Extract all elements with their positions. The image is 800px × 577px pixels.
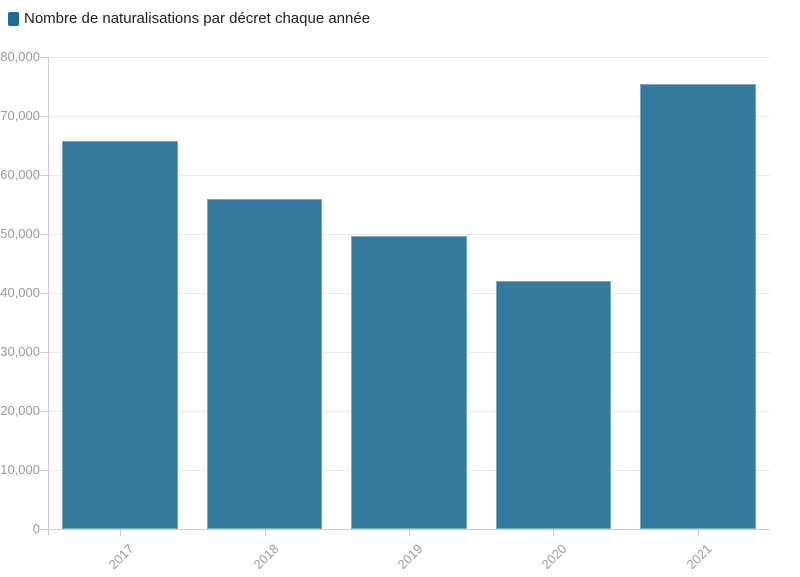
x-axis-tick xyxy=(697,529,699,536)
y-axis-tick-label: 40,000 xyxy=(0,285,40,300)
bar-2019[interactable] xyxy=(351,235,467,529)
y-axis-tick-label: 80,000 xyxy=(0,49,40,64)
gridline xyxy=(48,116,770,117)
y-axis-tick xyxy=(41,411,48,412)
x-axis-tick-label-2018: 2018 xyxy=(250,541,282,573)
y-axis-tick xyxy=(41,175,48,176)
y-axis-tick-label: 50,000 xyxy=(0,226,40,241)
x-axis-tick xyxy=(409,529,410,536)
y-axis-tick-label: 10,000 xyxy=(0,462,40,477)
gridline xyxy=(48,234,770,235)
y-axis-tick xyxy=(41,293,48,294)
bar-2021[interactable] xyxy=(640,83,756,529)
y-axis-tick xyxy=(41,116,48,117)
y-axis-tick-label: 0 xyxy=(32,521,40,536)
y-axis-tick-label: 70,000 xyxy=(0,108,40,123)
y-axis-tick-label: 30,000 xyxy=(0,344,40,359)
y-axis-tick-label: 60,000 xyxy=(0,167,40,182)
gridline xyxy=(48,175,770,176)
x-axis-tick-label-2021: 2021 xyxy=(683,541,715,573)
x-axis-tick-label-2019: 2019 xyxy=(394,541,426,573)
bar-2020[interactable] xyxy=(495,281,612,529)
legend-swatch-icon xyxy=(8,12,19,26)
x-axis-tick xyxy=(120,529,122,536)
x-axis-tick-label-2020: 2020 xyxy=(538,541,571,573)
y-axis-tick xyxy=(41,57,48,58)
y-axis-tick xyxy=(41,529,48,530)
legend-label: Nombre de naturalisations par décret cha… xyxy=(24,10,371,27)
y-axis-line xyxy=(48,57,49,535)
x-axis-tick xyxy=(553,529,555,536)
bar-2017[interactable] xyxy=(62,141,178,529)
legend: Nombre de naturalisations par décret cha… xyxy=(8,10,370,28)
x-axis-tick xyxy=(264,529,266,536)
y-axis-tick xyxy=(41,352,48,353)
y-axis-tick xyxy=(41,234,48,235)
bar-2018[interactable] xyxy=(206,199,323,529)
gridline xyxy=(48,57,770,58)
x-axis-tick-label-2017: 2017 xyxy=(105,541,137,573)
y-axis-tick-label: 20,000 xyxy=(0,403,40,418)
y-axis-tick xyxy=(41,470,48,471)
